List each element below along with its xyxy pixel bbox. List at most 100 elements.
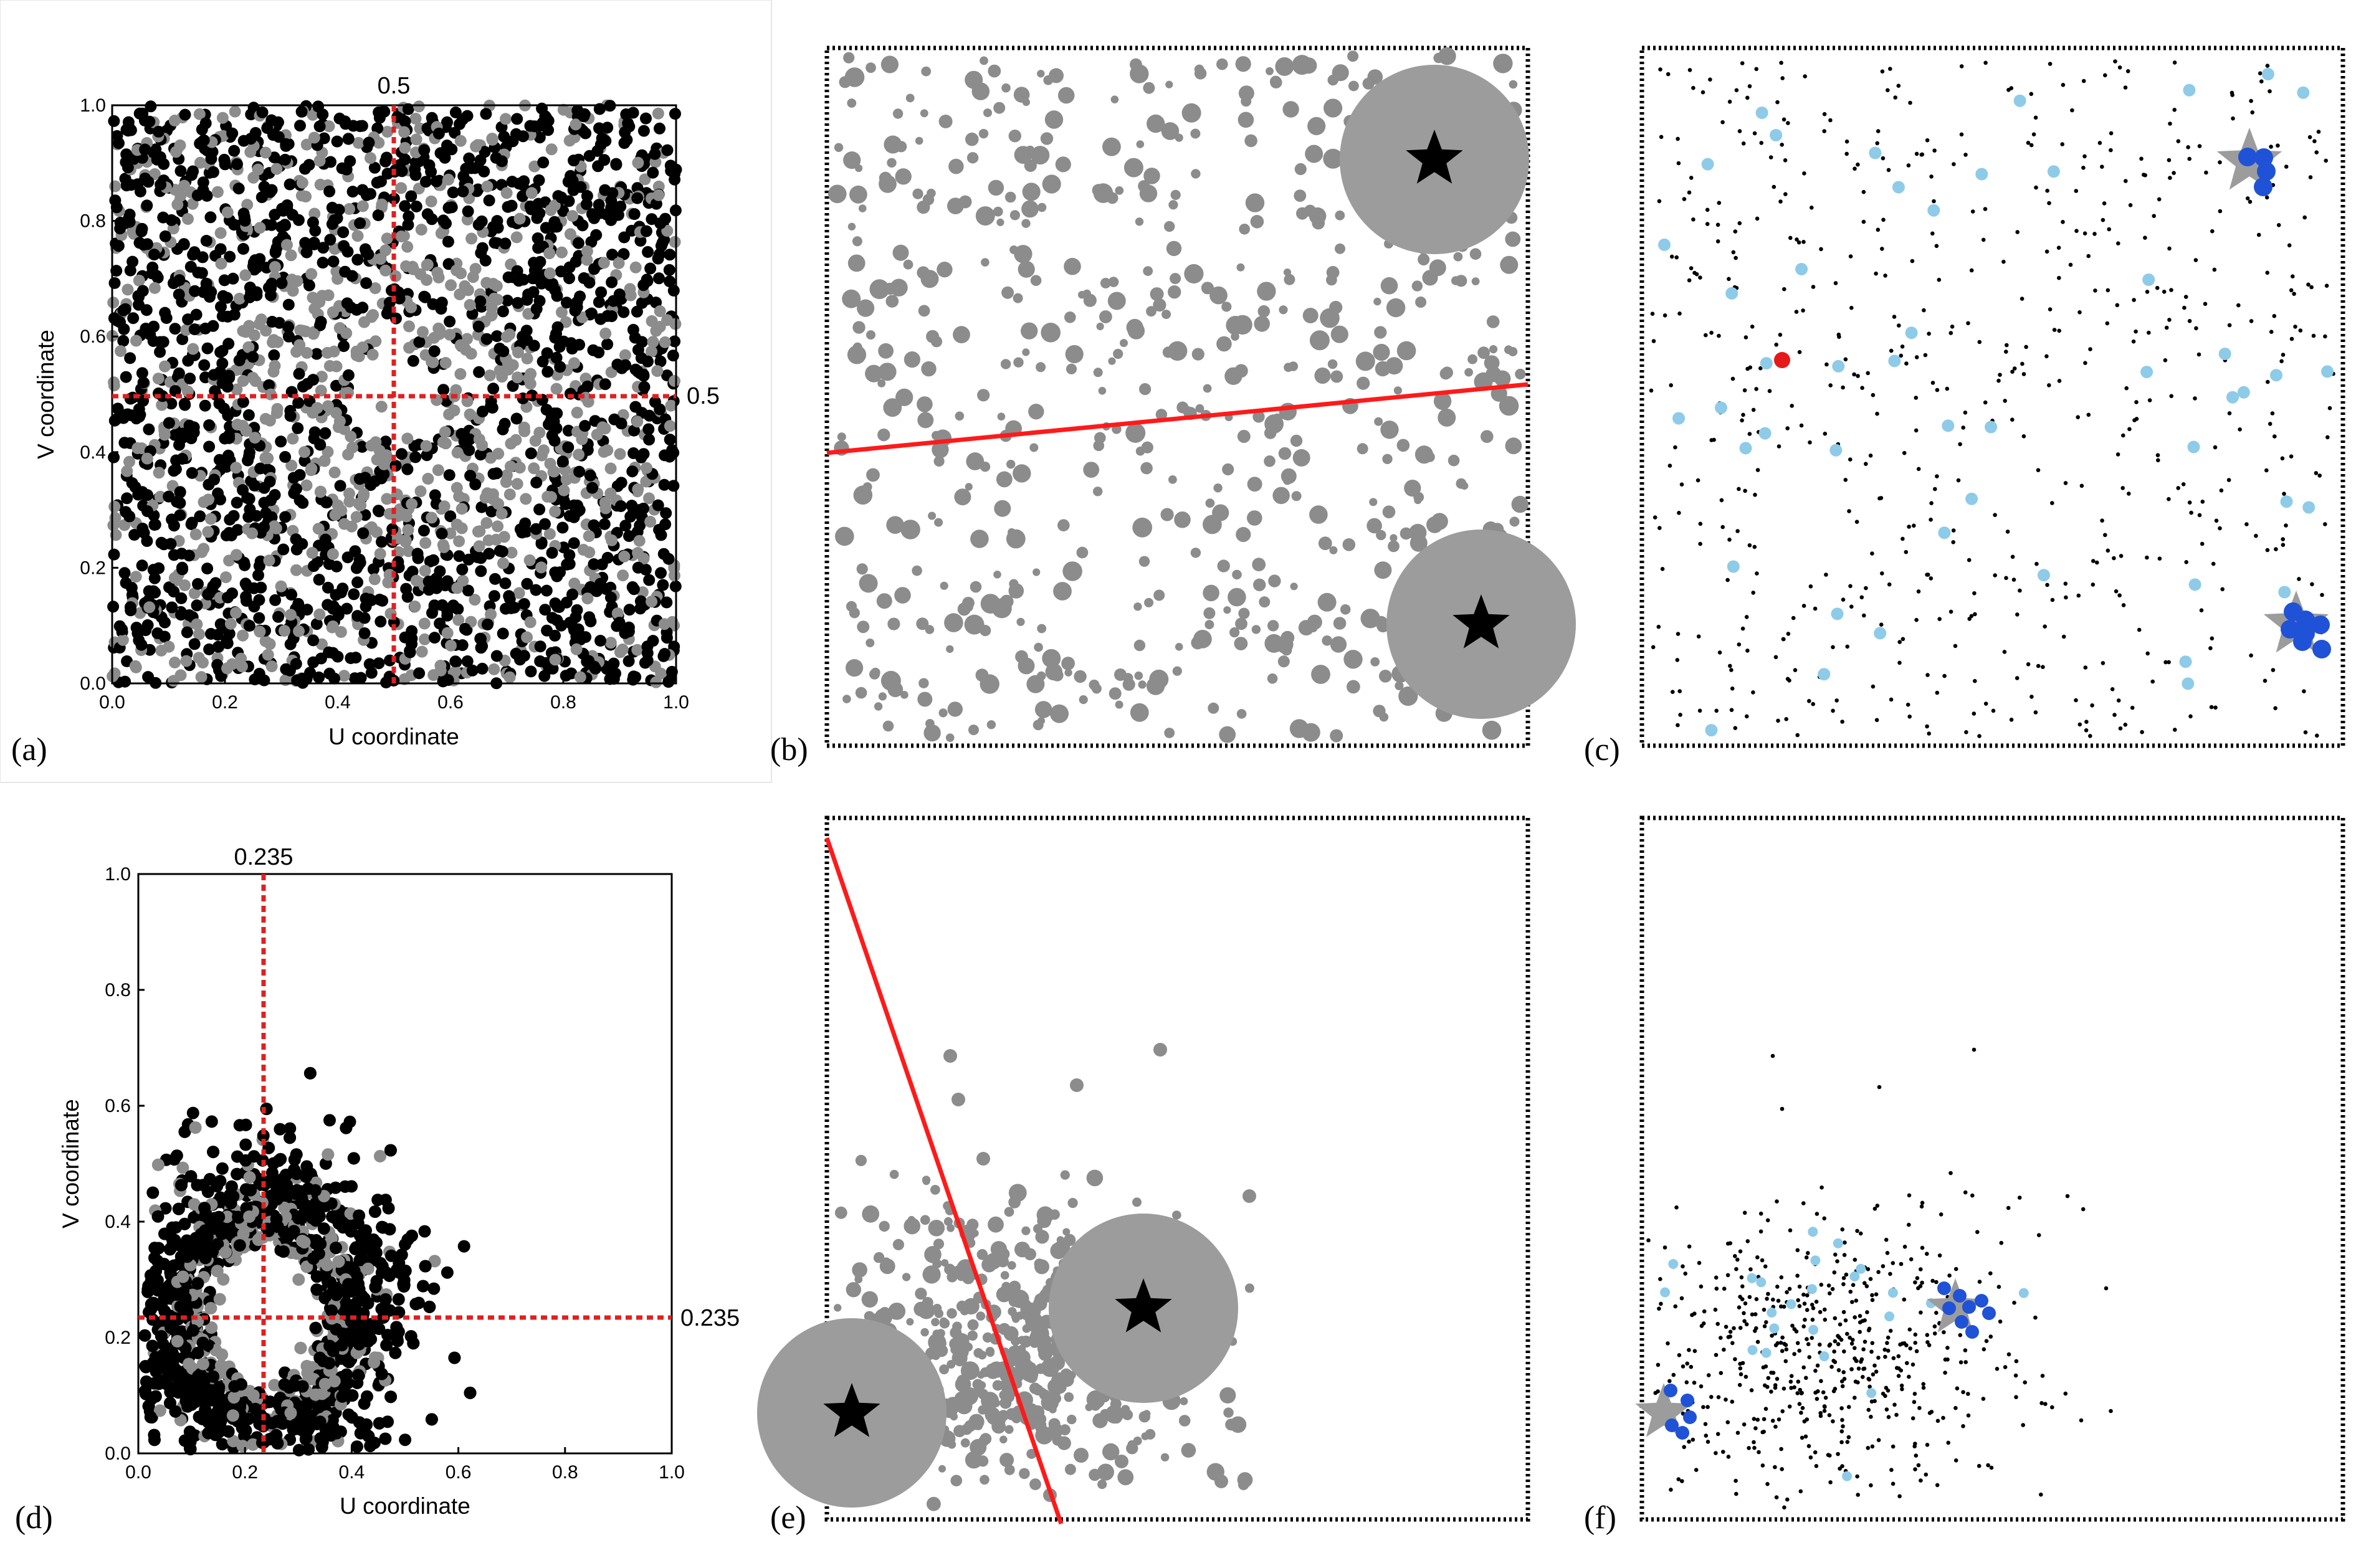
data-point xyxy=(1914,396,1919,400)
data-point xyxy=(1493,54,1513,74)
data-point xyxy=(485,310,498,322)
data-point xyxy=(2169,288,2173,292)
data-point xyxy=(564,228,576,240)
data-point xyxy=(254,625,266,638)
data-point xyxy=(214,493,226,506)
data-point xyxy=(1881,217,1886,222)
data-point xyxy=(2204,170,2208,175)
candidate-point xyxy=(1874,627,1887,640)
data-point xyxy=(622,117,634,130)
data-point xyxy=(2172,60,2177,65)
data-point xyxy=(981,258,990,267)
candidate-point xyxy=(1965,492,1978,505)
data-point xyxy=(660,507,672,520)
data-point xyxy=(1123,158,1143,178)
data-point xyxy=(646,596,658,608)
data-point xyxy=(1649,388,1654,393)
data-point xyxy=(1245,193,1265,212)
data-point xyxy=(449,126,461,139)
data-point xyxy=(2105,321,2110,326)
data-point xyxy=(2010,369,2015,374)
data-point xyxy=(310,618,323,630)
data-point xyxy=(356,184,369,196)
data-point xyxy=(1053,582,1072,601)
data-point xyxy=(599,378,611,391)
data-point xyxy=(143,115,156,128)
data-point xyxy=(2048,307,2053,311)
data-point xyxy=(2209,705,2214,710)
data-point xyxy=(1217,559,1230,573)
data-point xyxy=(1779,60,1783,65)
data-point xyxy=(178,179,191,192)
data-point xyxy=(1953,644,1958,649)
data-point xyxy=(2145,651,2150,656)
data-point xyxy=(2124,386,2129,391)
data-point xyxy=(2312,139,2317,143)
data-point xyxy=(533,174,545,186)
data-point xyxy=(459,623,471,635)
data-point xyxy=(629,261,642,273)
data-point xyxy=(2199,608,2204,612)
data-point xyxy=(351,230,364,242)
data-point xyxy=(489,573,501,585)
data-point xyxy=(570,118,582,131)
data-point xyxy=(1438,414,1448,425)
data-point xyxy=(2116,698,2121,703)
panel-b-star-lower-icon xyxy=(1452,594,1510,649)
data-point xyxy=(333,322,346,334)
data-point xyxy=(927,188,936,198)
data-point xyxy=(1755,571,1759,576)
data-point xyxy=(905,93,915,103)
data-point xyxy=(355,672,367,684)
data-point xyxy=(1781,637,1786,642)
data-point xyxy=(462,205,474,217)
data-point xyxy=(252,569,264,581)
data-point xyxy=(1669,254,1674,259)
data-point xyxy=(243,620,255,632)
data-point xyxy=(140,624,152,637)
data-point xyxy=(198,543,210,555)
data-point xyxy=(2047,201,2051,206)
data-point xyxy=(1751,690,1755,695)
data-point xyxy=(2265,270,2269,275)
data-point xyxy=(2314,471,2319,475)
data-point xyxy=(2197,144,2202,148)
data-point xyxy=(246,527,258,539)
data-point xyxy=(600,583,613,596)
data-point xyxy=(472,551,484,564)
data-point xyxy=(866,639,875,647)
data-point xyxy=(417,1280,429,1293)
data-point xyxy=(1109,687,1122,700)
data-point xyxy=(1004,191,1016,203)
data-point xyxy=(1013,357,1024,368)
data-point xyxy=(147,335,160,347)
data-point xyxy=(497,557,509,569)
data-point xyxy=(2031,132,2036,136)
data-point xyxy=(1291,491,1302,501)
data-point xyxy=(1014,146,1033,164)
data-point xyxy=(285,249,297,262)
data-point xyxy=(1511,495,1529,513)
data-point xyxy=(293,339,306,351)
data-point xyxy=(2269,145,2273,149)
data-point xyxy=(358,612,371,624)
data-point xyxy=(1673,445,1677,450)
data-point xyxy=(187,249,199,261)
candidate-point xyxy=(2047,165,2060,178)
data-point xyxy=(1687,190,1692,195)
data-point xyxy=(1216,336,1232,352)
data-point xyxy=(606,249,618,261)
data-point xyxy=(1678,713,1682,717)
data-point xyxy=(1780,143,1784,147)
data-point xyxy=(594,313,607,325)
data-point xyxy=(1844,139,1849,144)
data-point xyxy=(632,483,644,495)
data-point xyxy=(341,297,353,310)
data-point xyxy=(1404,480,1421,497)
data-point xyxy=(844,67,865,87)
data-point xyxy=(2009,86,2014,90)
data-point xyxy=(148,168,161,180)
panel-b: (b) xyxy=(770,45,1576,767)
data-point xyxy=(1862,613,1866,618)
data-point xyxy=(350,652,362,664)
